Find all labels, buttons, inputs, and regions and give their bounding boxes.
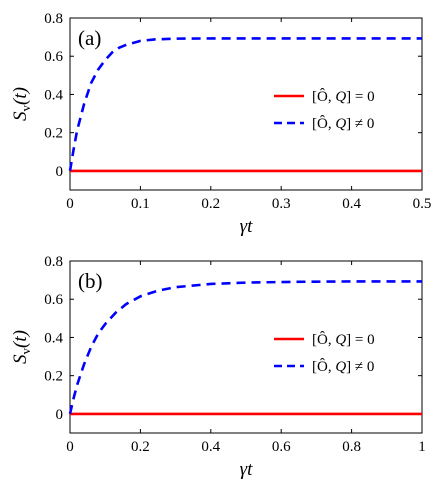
- x-tick-label: 0.6: [272, 439, 291, 455]
- x-tick-label: 0.5: [413, 196, 432, 212]
- y-axis-label: Sv(t): [10, 87, 33, 121]
- y-tick-label: 0: [56, 164, 64, 180]
- y-tick-label: 0.2: [44, 369, 63, 385]
- series-line-non-commuting: [68, 280, 422, 415]
- x-tick-label: 0.3: [272, 196, 291, 212]
- x-tick-label: 0.4: [201, 439, 220, 455]
- y-tick-label: 0: [56, 407, 64, 423]
- panel-label: (b): [78, 269, 103, 293]
- x-tick-label: 0.2: [201, 196, 220, 212]
- legend-label: [Ô, Q] ≠ 0: [312, 358, 374, 375]
- x-tick-label: 0: [66, 439, 74, 455]
- x-tick-label: 0: [66, 196, 74, 212]
- legend-label: [Ô, Q] ≠ 0: [312, 115, 374, 132]
- y-tick-label: 0.4: [44, 87, 63, 103]
- series-line-non-commuting: [68, 37, 422, 172]
- y-tick-label: 0.8: [44, 254, 63, 270]
- legend-label: [Ô, Q] = 0: [312, 88, 375, 105]
- panel-label: (a): [78, 26, 101, 50]
- y-tick-label: 0.4: [44, 330, 63, 346]
- x-axis-label: γt: [240, 216, 253, 237]
- x-tick-label: 1: [418, 439, 426, 455]
- y-tick-label: 0.6: [44, 49, 63, 65]
- y-tick-label: 0.2: [44, 126, 63, 142]
- y-tick-label: 0.8: [44, 11, 63, 27]
- y-tick-label: 0.6: [44, 292, 63, 308]
- x-tick-label: 0.8: [342, 439, 361, 455]
- x-tick-label: 0.2: [131, 439, 150, 455]
- y-axis-label: Sv(t): [10, 330, 33, 364]
- chart-panel-a: 0 0.1 0.2 0.3 0.4 0.5 0 0.2 0.4 0.6 0.8 (a) γt Sv(t) […: [10, 11, 431, 237]
- x-tick-label: 0.4: [342, 196, 361, 212]
- x-tick-label: 0.1: [131, 196, 150, 212]
- legend-label: [Ô, Q] = 0: [312, 331, 375, 348]
- plot-frame: [69, 17, 423, 191]
- plot-frame: [69, 260, 423, 434]
- x-axis-label: γt: [240, 459, 253, 480]
- chart-panel-b: 0 0.2 0.4 0.6 0.8 1 0 0.2 0.4 0.6 0.8 (b) γt Sv(t) [Ô,…: [10, 254, 426, 480]
